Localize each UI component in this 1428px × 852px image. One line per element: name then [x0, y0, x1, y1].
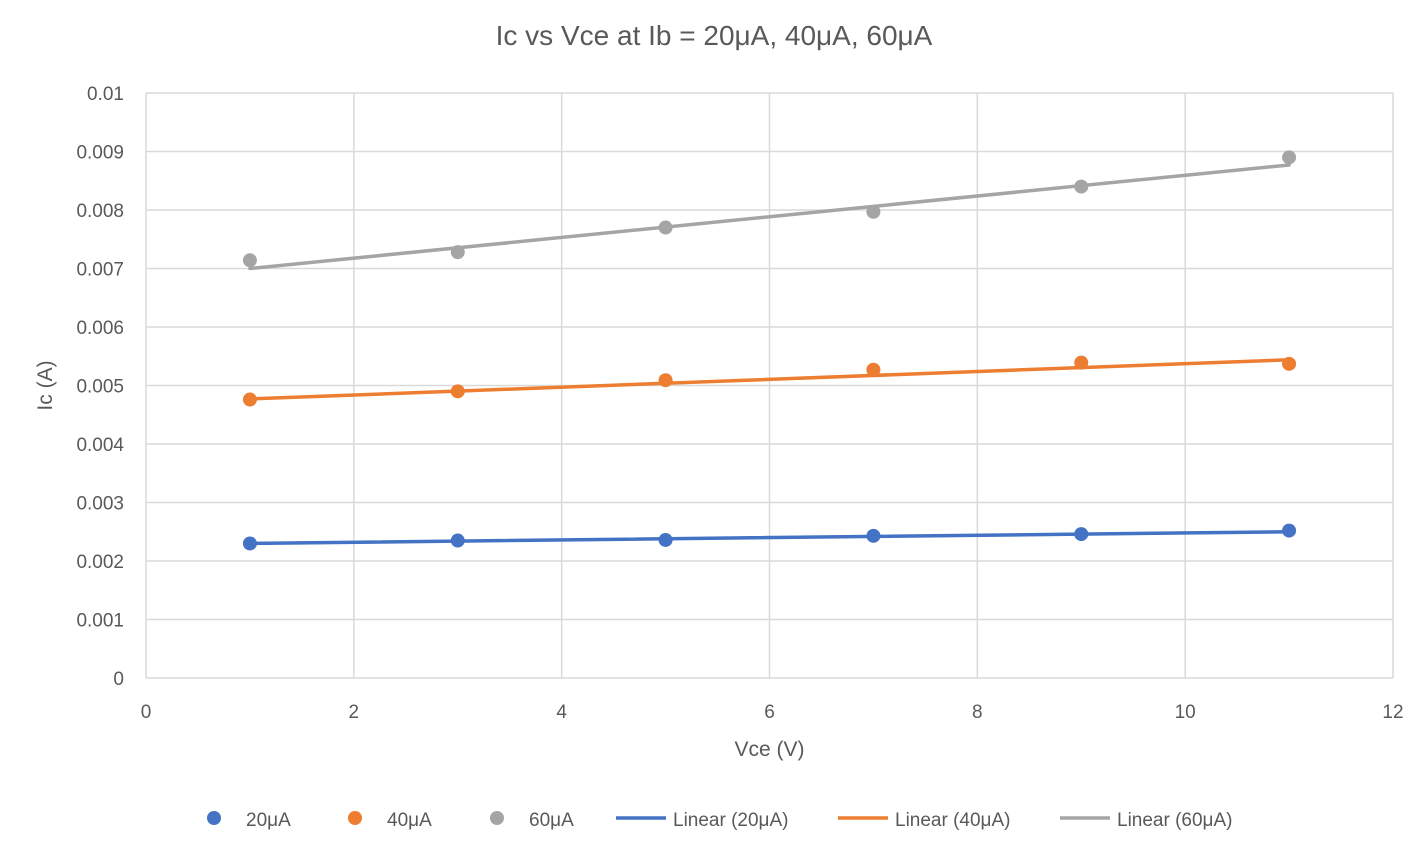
data-point — [1282, 356, 1297, 371]
y-tick-label: 0.007 — [76, 260, 124, 281]
x-tick-label: 4 — [556, 702, 567, 723]
x-tick-label: 10 — [1175, 702, 1196, 723]
data-point — [866, 204, 881, 219]
data-point — [1074, 355, 1089, 370]
x-tick-label: 8 — [972, 702, 983, 723]
data-point — [658, 532, 673, 547]
data-point — [450, 533, 465, 548]
data-point — [450, 384, 465, 399]
y-tick-label: 0.01 — [87, 84, 124, 105]
legend-marker — [207, 811, 221, 825]
data-point — [242, 536, 257, 551]
y-tick-label: 0.003 — [76, 494, 124, 515]
legend-label: 40μA — [387, 810, 432, 831]
chart-title: Ic vs Vce at Ib = 20μA, 40μA, 60μA — [495, 20, 933, 51]
x-axis-title: Vce (V) — [734, 738, 804, 761]
x-tick-label: 2 — [349, 702, 360, 723]
trendline — [248, 530, 1291, 546]
x-tick-label: 0 — [141, 702, 152, 723]
legend-marker — [490, 811, 504, 825]
y-tick-label: 0.005 — [76, 377, 124, 398]
data-point — [658, 373, 673, 388]
y-tick-label: 0.001 — [76, 611, 124, 632]
y-axis-title: Ic (A) — [34, 360, 57, 410]
trendline — [248, 163, 1291, 271]
legend-label: 60μA — [529, 810, 574, 831]
data-point — [658, 220, 673, 235]
y-tick-label: 0.006 — [76, 318, 124, 339]
trendline — [248, 358, 1291, 401]
data-point — [1282, 523, 1297, 538]
data-point — [1074, 527, 1089, 542]
legend-label: 20μA — [246, 810, 291, 831]
data-point — [450, 245, 465, 260]
data-point — [1074, 179, 1089, 194]
legend-label: Linear (40μA) — [895, 810, 1011, 831]
legend-label: Linear (60μA) — [1117, 810, 1233, 831]
y-tick-label: 0.004 — [76, 435, 124, 456]
data-point — [242, 392, 257, 407]
legend-marker — [348, 811, 362, 825]
data-point — [242, 253, 257, 268]
y-tick-label: 0.002 — [76, 552, 124, 573]
y-tick-label: 0.008 — [76, 201, 124, 222]
y-tick-label: 0.009 — [76, 143, 124, 164]
x-tick-label: 12 — [1382, 702, 1403, 723]
x-tick-label: 6 — [764, 702, 775, 723]
data-point — [866, 362, 881, 377]
legend-label: Linear (20μA) — [673, 810, 789, 831]
y-tick-label: 0 — [113, 669, 124, 690]
data-point — [866, 528, 881, 543]
data-point — [1282, 150, 1297, 165]
